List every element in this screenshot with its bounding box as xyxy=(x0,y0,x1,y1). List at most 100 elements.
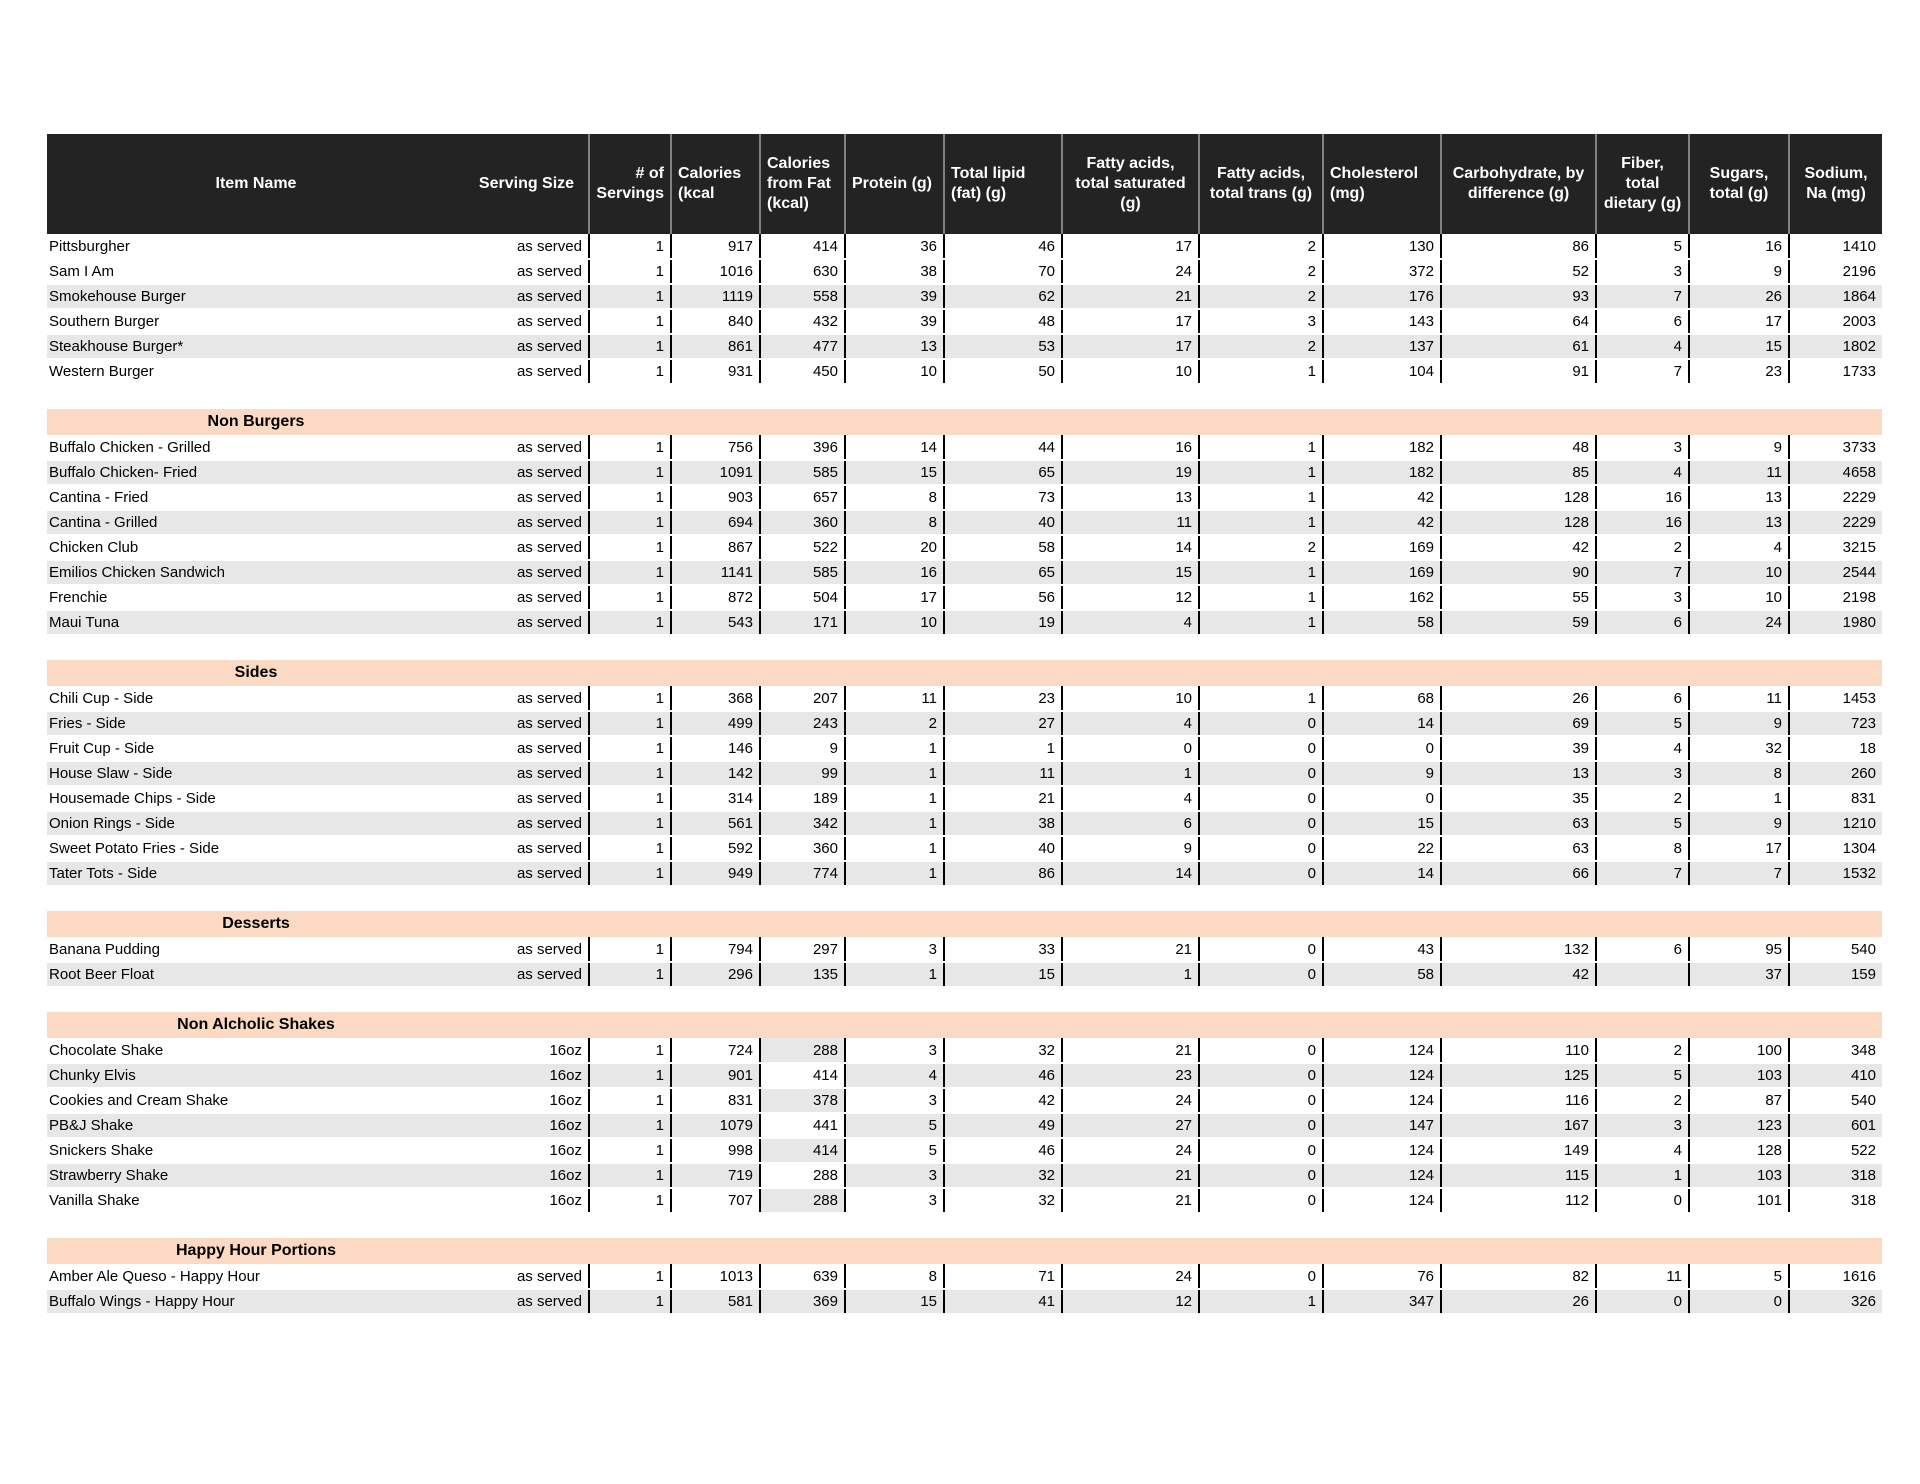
value-cell-carbohydrate-by-difference-g: 42 xyxy=(1441,535,1597,561)
value-cell-calories-kcal: 1079 xyxy=(671,1113,761,1139)
value-cell-calories-from-fat-kcal: 360 xyxy=(760,836,846,862)
value-cell-total-lipid-fat-g: 44 xyxy=(944,435,1063,461)
value-cell-sodium-na-mg: 601 xyxy=(1789,1113,1882,1139)
value-cell-fatty-acids-total-trans-g: 1 xyxy=(1199,1289,1324,1315)
value-cell-fatty-acids-total-trans-g: 0 xyxy=(1199,761,1324,787)
item-name-cell: Smokehouse Burger xyxy=(47,284,465,310)
section-header-cell: Desserts xyxy=(47,911,1882,937)
section-header-happy-hour-portions: Happy Hour Portions xyxy=(47,1238,1882,1264)
value-cell-calories-kcal: 794 xyxy=(671,937,761,963)
value-cell-protein-g: 5 xyxy=(845,1138,945,1164)
value-cell-fiber-total-dietary-g: 4 xyxy=(1596,1138,1690,1164)
table-row: Buffalo Chicken - Grilled as served 1 756 39… xyxy=(47,435,1882,461)
value-cell-calories-kcal: 592 xyxy=(671,836,761,862)
value-cell-fatty-acids-total-saturated-g: 21 xyxy=(1062,1163,1200,1189)
value-cell-calories-from-fat-kcal: 432 xyxy=(760,309,846,335)
value-cell-carbohydrate-by-difference-g: 48 xyxy=(1441,435,1597,461)
item-name-cell: Cookies and Cream Shake xyxy=(47,1088,465,1114)
value-cell-carbohydrate-by-difference-g: 85 xyxy=(1441,460,1597,486)
value-cell-calories-from-fat-kcal: 207 xyxy=(760,686,846,712)
value-cell-protein-g: 1 xyxy=(845,786,945,812)
value-cell-cholesterol-mg: 130 xyxy=(1323,234,1442,260)
value-cell-of-servings: 1 xyxy=(589,1289,672,1315)
value-cell-protein-g: 4 xyxy=(845,1063,945,1089)
value-cell-cholesterol-mg: 14 xyxy=(1323,861,1442,887)
value-cell-total-lipid-fat-g: 33 xyxy=(944,937,1063,963)
value-cell-calories-from-fat-kcal: 171 xyxy=(760,610,846,636)
value-cell-carbohydrate-by-difference-g: 39 xyxy=(1441,736,1597,762)
table-row: Cantina - Fried as served 1 903 657 8 73 13 1 42 1… xyxy=(47,485,1882,511)
value-cell-sodium-na-mg: 2229 xyxy=(1789,485,1882,511)
value-cell-fatty-acids-total-trans-g: 0 xyxy=(1199,861,1324,887)
table-row: Amber Ale Queso - Happy Hour as served 1 10… xyxy=(47,1264,1882,1290)
nutrition-table: Item Name Serving Size # of Servings Calori… xyxy=(47,134,1882,1315)
value-cell-calories-from-fat-kcal: 558 xyxy=(760,284,846,310)
value-cell-protein-g: 15 xyxy=(845,460,945,486)
value-cell-protein-g: 1 xyxy=(845,962,945,988)
value-cell-sodium-na-mg: 2544 xyxy=(1789,560,1882,586)
serving-size-cell: as served xyxy=(465,234,590,260)
value-cell-carbohydrate-by-difference-g: 125 xyxy=(1441,1063,1597,1089)
value-cell-fatty-acids-total-trans-g: 1 xyxy=(1199,435,1324,461)
value-cell-protein-g: 3 xyxy=(845,1088,945,1114)
value-cell-fatty-acids-total-saturated-g: 21 xyxy=(1062,1188,1200,1214)
value-cell-fatty-acids-total-trans-g: 1 xyxy=(1199,585,1324,611)
value-cell-sugars-total-g: 103 xyxy=(1689,1063,1790,1089)
value-cell-calories-from-fat-kcal: 414 xyxy=(760,1138,846,1164)
value-cell-cholesterol-mg: 124 xyxy=(1323,1038,1442,1064)
serving-size-cell: as served xyxy=(465,1289,590,1315)
value-cell-calories-from-fat-kcal: 585 xyxy=(760,460,846,486)
value-cell-total-lipid-fat-g: 11 xyxy=(944,761,1063,787)
value-cell-calories-kcal: 1016 xyxy=(671,259,761,285)
value-cell-protein-g: 20 xyxy=(845,535,945,561)
serving-size-cell: as served xyxy=(465,937,590,963)
value-cell-protein-g: 8 xyxy=(845,510,945,536)
table-row: Chocolate Shake 16oz 1 724 288 3 32 21 0 124 110 2 1… xyxy=(47,1038,1882,1064)
value-cell-sugars-total-g: 9 xyxy=(1689,811,1790,837)
column-header-item-name: Item Name xyxy=(47,134,465,234)
value-cell-total-lipid-fat-g: 62 xyxy=(944,284,1063,310)
value-cell-fiber-total-dietary-g: 3 xyxy=(1596,761,1690,787)
value-cell-fatty-acids-total-trans-g: 1 xyxy=(1199,510,1324,536)
value-cell-carbohydrate-by-difference-g: 149 xyxy=(1441,1138,1597,1164)
value-cell-protein-g: 13 xyxy=(845,334,945,360)
section-spacer xyxy=(47,886,1882,911)
value-cell-cholesterol-mg: 124 xyxy=(1323,1063,1442,1089)
value-cell-calories-from-fat-kcal: 504 xyxy=(760,585,846,611)
serving-size-cell: as served xyxy=(465,560,590,586)
table-row: Maui Tuna as served 1 543 171 10 19 4 1 58 59 6 24 19… xyxy=(47,610,1882,636)
value-cell-total-lipid-fat-g: 21 xyxy=(944,786,1063,812)
value-cell-carbohydrate-by-difference-g: 110 xyxy=(1441,1038,1597,1064)
value-cell-carbohydrate-by-difference-g: 63 xyxy=(1441,836,1597,862)
value-cell-of-servings: 1 xyxy=(589,610,672,636)
value-cell-cholesterol-mg: 104 xyxy=(1323,359,1442,385)
value-cell-of-servings: 1 xyxy=(589,334,672,360)
value-cell-fatty-acids-total-trans-g: 0 xyxy=(1199,711,1324,737)
value-cell-fatty-acids-total-trans-g: 3 xyxy=(1199,309,1324,335)
value-cell-sodium-na-mg: 1410 xyxy=(1789,234,1882,260)
value-cell-total-lipid-fat-g: 86 xyxy=(944,861,1063,887)
serving-size-cell: as served xyxy=(465,686,590,712)
value-cell-protein-g: 3 xyxy=(845,1038,945,1064)
serving-size-cell: as served xyxy=(465,510,590,536)
item-name-cell: PB&J Shake xyxy=(47,1113,465,1139)
value-cell-sugars-total-g: 37 xyxy=(1689,962,1790,988)
value-cell-fatty-acids-total-saturated-g: 21 xyxy=(1062,937,1200,963)
value-cell-sugars-total-g: 17 xyxy=(1689,836,1790,862)
value-cell-fatty-acids-total-trans-g: 0 xyxy=(1199,1188,1324,1214)
serving-size-cell: as served xyxy=(465,1264,590,1290)
serving-size-cell: as served xyxy=(465,811,590,837)
value-cell-fatty-acids-total-saturated-g: 9 xyxy=(1062,836,1200,862)
column-header-fatty-acids-total-saturated-g: Fatty acids, total saturated (g) xyxy=(1062,134,1200,234)
serving-size-cell: as served xyxy=(465,259,590,285)
value-cell-sugars-total-g: 7 xyxy=(1689,861,1790,887)
value-cell-fiber-total-dietary-g: 16 xyxy=(1596,485,1690,511)
value-cell-calories-from-fat-kcal: 477 xyxy=(760,334,846,360)
value-cell-fatty-acids-total-trans-g: 0 xyxy=(1199,1088,1324,1114)
item-name-cell: Fruit Cup - Side xyxy=(47,736,465,762)
item-name-cell: Sam I Am xyxy=(47,259,465,285)
value-cell-sugars-total-g: 11 xyxy=(1689,686,1790,712)
value-cell-fatty-acids-total-trans-g: 0 xyxy=(1199,1138,1324,1164)
value-cell-of-servings: 1 xyxy=(589,234,672,260)
value-cell-fatty-acids-total-trans-g: 2 xyxy=(1199,535,1324,561)
